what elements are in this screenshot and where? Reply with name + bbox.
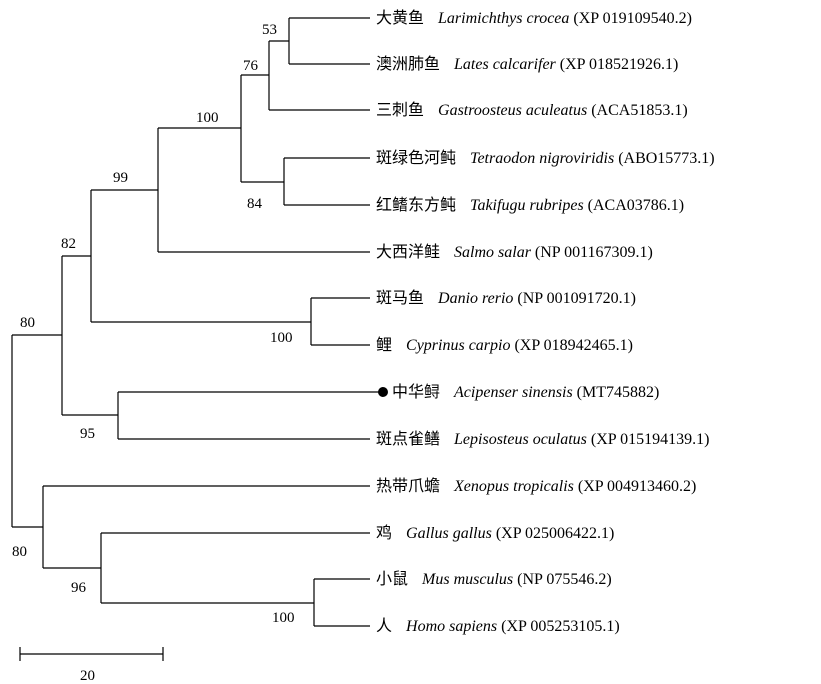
taxon-label: 大黄鱼 Larimichthys crocea (XP 019109540.2) <box>376 9 692 27</box>
taxon-label: 斑点雀鳝 Lepisosteus oculatus (XP 015194139.… <box>376 430 709 448</box>
taxon-label: 人 Homo sapiens (XP 005253105.1) <box>376 617 620 635</box>
taxon-label: 红鳍东方鲀 Takifugu rubripes (ACA03786.1) <box>376 196 684 214</box>
support-value: 99 <box>113 170 128 186</box>
tree-branches <box>11 17 383 627</box>
scale-bar-label: 20 <box>80 668 95 684</box>
support-value: 100 <box>270 330 293 346</box>
taxon-label: 斑马鱼 Danio rerio (NP 001091720.1) <box>376 289 636 307</box>
support-value: 100 <box>196 110 219 126</box>
support-value: 95 <box>80 426 95 442</box>
support-value: 82 <box>61 236 76 252</box>
support-value: 53 <box>262 22 277 38</box>
support-value: 76 <box>243 58 259 74</box>
query-sequence-marker <box>378 387 388 397</box>
support-value: 80 <box>20 315 35 331</box>
support-value: 96 <box>71 580 87 596</box>
support-values: 53 76 100 84 99 82 100 80 95 80 96 100 <box>12 22 295 626</box>
taxon-label: 大西洋鲑 Salmo salar (NP 001167309.1) <box>376 243 653 261</box>
taxon-labels: 大黄鱼 Larimichthys crocea (XP 019109540.2)… <box>376 9 715 635</box>
support-value: 84 <box>247 196 263 212</box>
support-value: 100 <box>272 610 295 626</box>
taxon-label: 热带爪蟾 Xenopus tropicalis (XP 004913460.2) <box>376 477 696 495</box>
taxon-label: 斑绿色河鲀 Tetraodon nigroviridis (ABO15773.1… <box>376 149 715 167</box>
taxon-label: 澳洲肺鱼 Lates calcarifer (XP 018521926.1) <box>376 55 678 73</box>
taxon-label: 小鼠 Mus musculus (NP 075546.2) <box>376 570 612 588</box>
taxon-label: 鸡 Gallus gallus (XP 025006422.1) <box>376 524 614 542</box>
support-value: 80 <box>12 544 27 560</box>
taxon-label: 中华鲟 Acipenser sinensis (MT745882) <box>392 383 659 401</box>
taxon-label: 鲤 Cyprinus carpio (XP 018942465.1) <box>376 336 633 354</box>
taxon-label: 三刺鱼 Gastroosteus aculeatus (ACA51853.1) <box>376 101 688 119</box>
scale-bar: 20 <box>19 647 164 684</box>
